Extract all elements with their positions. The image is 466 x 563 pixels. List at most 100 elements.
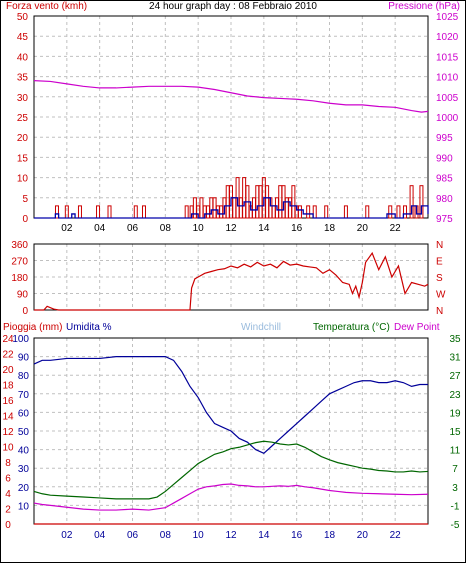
wind-bar bbox=[199, 197, 204, 219]
x-tick-label: 18 bbox=[324, 223, 336, 234]
x-tick-label: 08 bbox=[160, 223, 172, 234]
x-tick-label: 02 bbox=[61, 223, 73, 234]
wind-tick-label: 25 bbox=[17, 113, 29, 124]
wind-bar bbox=[396, 205, 401, 219]
rain-tick-label: 6 bbox=[5, 474, 11, 485]
legend-humidity: Umidita % bbox=[66, 322, 112, 333]
temperature-tick-label: 27 bbox=[449, 371, 461, 382]
temperature-tick-label: -1 bbox=[451, 501, 460, 512]
wind-bar bbox=[284, 197, 289, 219]
temperature-tick-label: 7 bbox=[452, 464, 458, 475]
wind-bar bbox=[306, 205, 311, 219]
wind-bar bbox=[77, 205, 82, 219]
cardinal-tick-label: N bbox=[436, 306, 443, 317]
wind-bar bbox=[184, 205, 189, 219]
wind-pressure-marks bbox=[33, 80, 429, 219]
temperature-tick-label: 23 bbox=[449, 390, 461, 401]
x-tick-label: 12 bbox=[225, 530, 237, 541]
wind-tick-label: 10 bbox=[17, 174, 29, 185]
rain-tick-label: 4 bbox=[5, 489, 11, 500]
wind-bar bbox=[232, 197, 237, 219]
wind-direction-grid bbox=[33, 243, 429, 311]
wind-bar bbox=[265, 185, 270, 219]
wind-bar bbox=[288, 197, 293, 219]
humidity-line bbox=[33, 356, 428, 455]
x-tick-label: 16 bbox=[291, 530, 303, 541]
temperature-line bbox=[33, 440, 429, 500]
legend-rain: Pioggia (mm) bbox=[3, 322, 62, 333]
wind-direction-line bbox=[34, 251, 429, 311]
rain-tick-label: 14 bbox=[2, 412, 14, 423]
humidity-tick-label: 90 bbox=[18, 353, 30, 364]
rain-tick-label: 24 bbox=[2, 334, 14, 345]
wind-bar bbox=[54, 205, 59, 219]
pressure-tick-label: 980 bbox=[436, 194, 453, 205]
wind-tick-label: 50 bbox=[17, 12, 29, 23]
direction-tick-label: 180 bbox=[11, 273, 28, 284]
humidity-tick-label: 30 bbox=[18, 464, 30, 475]
wind-tick-label: 0 bbox=[22, 214, 28, 225]
pressure-tick-label: 990 bbox=[436, 153, 453, 164]
pressure-line bbox=[33, 80, 429, 113]
wind-bar bbox=[96, 205, 101, 219]
wind-bar bbox=[206, 205, 211, 219]
pressure-tick-label: 1005 bbox=[436, 93, 459, 104]
rain-tick-label: 12 bbox=[2, 427, 14, 438]
wind-gust-line bbox=[34, 197, 429, 219]
pressure-axis-label: Pressione (hPa) bbox=[388, 1, 460, 12]
x-tick-label: 16 bbox=[291, 223, 303, 234]
humidity-tick-label: 100 bbox=[12, 334, 29, 345]
rain-tick-label: 8 bbox=[5, 458, 11, 469]
wind-bar bbox=[219, 205, 224, 219]
temperature-tick-label: 19 bbox=[449, 408, 461, 419]
wind-bar bbox=[365, 205, 370, 219]
x-tick-label: 22 bbox=[390, 530, 402, 541]
rain-tick-label: 2 bbox=[5, 505, 11, 516]
x-tick-label: 06 bbox=[127, 223, 139, 234]
cardinal-tick-label: E bbox=[436, 257, 443, 268]
pressure-tick-label: 995 bbox=[436, 133, 453, 144]
pressure-tick-label: 975 bbox=[436, 214, 453, 225]
pressure-tick-label: 1020 bbox=[436, 32, 459, 43]
legend-dew-point: Dew Point bbox=[394, 322, 440, 333]
wind-bar bbox=[255, 185, 260, 219]
wind-bar bbox=[271, 205, 276, 219]
wind-direction-ticks: 0 N 90 W 180 S 270 E 360 N bbox=[11, 240, 446, 317]
x-tick-label: 12 bbox=[225, 223, 237, 234]
x-tick-label: 20 bbox=[357, 223, 369, 234]
wind-bar bbox=[324, 205, 329, 219]
x-tick-label: 18 bbox=[324, 530, 336, 541]
rain-tick-label: 16 bbox=[2, 396, 14, 407]
temperature-humidity-marks bbox=[33, 356, 429, 525]
wind-tick-label: 5 bbox=[22, 194, 28, 205]
rain-tick-label: 10 bbox=[2, 443, 14, 454]
temperature-tick-label: 11 bbox=[450, 446, 461, 457]
pressure-tick-label: 1025 bbox=[436, 12, 459, 23]
rain-tick-label: 0 bbox=[5, 520, 11, 531]
chart-title: 24 hour graph day : 08 Febbraio 2010 bbox=[149, 1, 317, 12]
wind-bar bbox=[278, 185, 283, 219]
legend-temperature: Temperatura (°C) bbox=[313, 322, 390, 333]
temperature-tick-label: 3 bbox=[452, 483, 458, 494]
wind-tick-label: 40 bbox=[17, 52, 29, 63]
legend-windchill: Windchill bbox=[241, 322, 281, 333]
temperature-humidity-grid bbox=[33, 337, 429, 525]
humidity-tick-label: 20 bbox=[18, 483, 30, 494]
wind-tick-label: 20 bbox=[17, 133, 29, 144]
temperature-tick-label: -5 bbox=[451, 520, 460, 531]
x-tick-label: 04 bbox=[94, 530, 106, 541]
cardinal-tick-label: N bbox=[436, 240, 443, 251]
wind-bar bbox=[297, 205, 302, 219]
cardinal-tick-label: W bbox=[436, 290, 446, 301]
wind-direction-panel: 0 N 90 W 180 S 270 E 360 N bbox=[11, 240, 446, 317]
rain-tick-label: 18 bbox=[2, 381, 14, 392]
wind-bar bbox=[251, 197, 256, 219]
wind-tick-label: 45 bbox=[17, 32, 29, 43]
wind-bar bbox=[238, 197, 243, 219]
wind-tick-label: 35 bbox=[17, 73, 29, 84]
wind-direction-marks bbox=[34, 251, 429, 311]
wind-bar bbox=[141, 205, 146, 219]
rain-tick-label: 20 bbox=[2, 365, 14, 376]
